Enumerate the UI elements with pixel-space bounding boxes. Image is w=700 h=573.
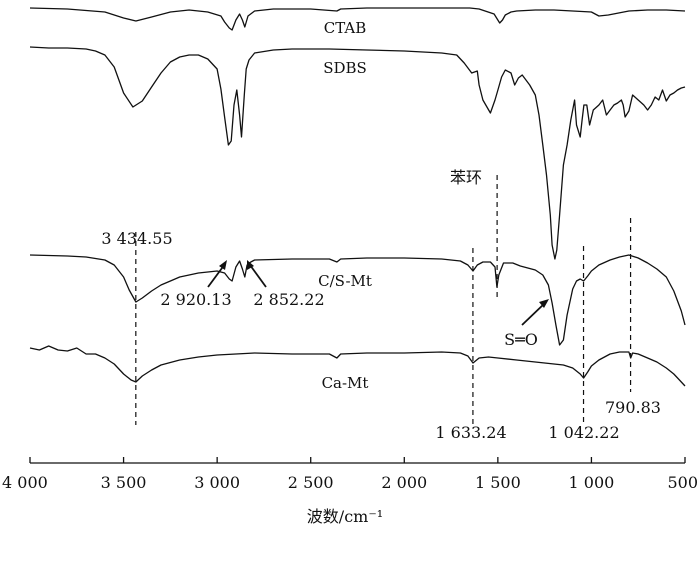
series-label-ca-mt: Ca-Mt	[322, 374, 369, 392]
series-line-ctab	[29, 7, 686, 31]
x-tick-label-3: 2 500	[288, 473, 334, 492]
x-tick-label-1: 3 500	[101, 473, 147, 492]
x-tick-label-7: 500	[667, 473, 698, 492]
arrow-2920	[207, 260, 227, 288]
annotation-1633: 1 633.24	[435, 423, 506, 442]
annotation-2852: 2 852.22	[253, 290, 324, 309]
series-label-cs-mt: C/S-Mt	[318, 272, 372, 290]
arrow-s-o	[521, 299, 549, 326]
series-label-ctab: CTAB	[324, 19, 367, 37]
x-tick-label-0: 4 000	[2, 473, 48, 492]
spectra-series	[29, 7, 686, 387]
x-tick-label-6: 1 000	[569, 473, 615, 492]
annotation-2920: 2 920.13	[160, 290, 231, 309]
x-tick-label-2: 3 000	[194, 473, 240, 492]
reference-lines	[135, 175, 632, 425]
annotation-3434: 3 434.55	[101, 229, 172, 248]
arrow-2852	[247, 260, 267, 288]
series-line-ca-mt	[29, 345, 686, 387]
series-label-sdbs: SDBS	[323, 59, 367, 77]
x-tick-label-5: 1 500	[475, 473, 521, 492]
annotation-s-o: S═O	[504, 330, 538, 349]
annotation-benzene-ring: 苯环	[450, 168, 482, 187]
annotation-1042: 1 042.22	[548, 423, 619, 442]
series-line-c-s-mt	[29, 254, 686, 346]
x-axis-ticks: 4 000 3 500 3 000 2 500 2 000 1 500 1 000 500	[2, 457, 698, 492]
x-axis-title: 波数/cm⁻¹	[307, 507, 383, 526]
series-line-sdbs	[29, 46, 686, 260]
annotation-790: 790.83	[605, 398, 661, 417]
x-tick-label-4: 2 000	[381, 473, 427, 492]
